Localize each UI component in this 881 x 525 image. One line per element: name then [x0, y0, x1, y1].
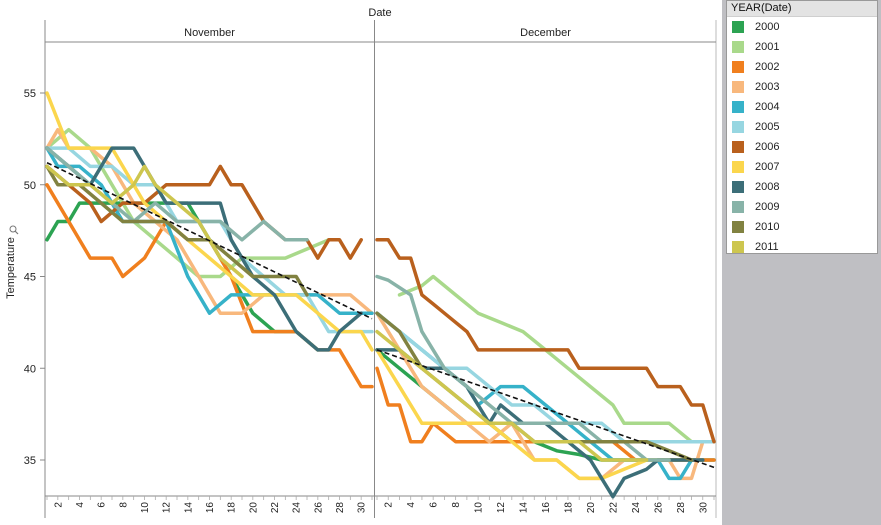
x-tick-label: 28 — [676, 502, 687, 514]
legend-item-2003[interactable]: 2003 — [727, 77, 877, 97]
legend-swatch — [732, 201, 744, 213]
legend-label: 2008 — [755, 181, 780, 193]
legend-item-2008[interactable]: 2008 — [727, 177, 877, 197]
legend-swatch — [732, 141, 744, 153]
legend-label: 2001 — [755, 41, 780, 53]
series-line-2010-november — [45, 164, 309, 297]
x-tick-label: 30 — [357, 502, 368, 514]
legend-item-2007[interactable]: 2007 — [727, 157, 877, 177]
x-tick-label: 18 — [563, 502, 574, 514]
x-tick-label: 18 — [227, 502, 238, 514]
x-tick-label: 2 — [384, 502, 395, 508]
legend-swatch — [732, 21, 744, 33]
x-tick-label: 16 — [205, 502, 216, 514]
legend-swatch — [732, 241, 744, 253]
legend-label: 2000 — [755, 21, 780, 33]
x-tick-label: 14 — [519, 502, 530, 514]
x-tick-label: 24 — [631, 502, 642, 514]
x-tick-label: 8 — [451, 502, 462, 508]
series-line-2008-november — [45, 146, 363, 352]
panel-header-november: November — [184, 27, 235, 39]
series-line-2005-december — [375, 311, 716, 444]
legend-swatch — [732, 161, 744, 173]
legend-item-2005[interactable]: 2005 — [727, 117, 877, 137]
x-tick-label: 26 — [313, 502, 324, 514]
x-tick-label: 24 — [292, 502, 303, 514]
legend-swatch — [732, 101, 744, 113]
legend-swatch — [732, 181, 744, 193]
legend-item-2006[interactable]: 2006 — [727, 137, 877, 157]
legend-swatch — [732, 41, 744, 53]
legend-swatch — [732, 121, 744, 133]
y-tick-label: 45 — [24, 272, 36, 284]
x-tick-label: 10 — [140, 502, 151, 514]
x-tick-label: 22 — [608, 502, 619, 514]
x-tick-label: 4 — [406, 502, 417, 508]
series-line-2006-december — [375, 238, 716, 444]
legend-label: 2009 — [755, 201, 780, 213]
x-tick-label: 20 — [586, 502, 597, 514]
x-tick-label: 28 — [335, 502, 346, 514]
legend-swatch — [732, 61, 744, 73]
legend-title: YEAR(Date) — [727, 1, 877, 17]
series-line-2007-december — [375, 348, 671, 481]
legend-label: 2011 — [755, 241, 779, 253]
series-line-2011-november — [45, 164, 244, 279]
y-tick-label: 40 — [24, 363, 36, 375]
series-line-2001-december — [397, 274, 716, 444]
tooltip-icon[interactable] — [9, 225, 19, 235]
x-tick-label: 4 — [75, 502, 86, 508]
panel-header-december: December — [520, 27, 571, 39]
legend-label: 2005 — [755, 121, 780, 133]
x-tick-label: 12 — [162, 502, 173, 514]
y-tick-label: 55 — [24, 88, 36, 100]
legend-label: 2010 — [755, 221, 780, 233]
legend-panel: YEAR(Date) 2000 2001 2002 2003 2004 2005 2006 2… — [722, 0, 881, 525]
x-tick-label: 6 — [97, 502, 108, 508]
legend: YEAR(Date) 2000 2001 2002 2003 2004 2005 2006 2… — [726, 0, 878, 254]
legend-item-2010[interactable]: 2010 — [727, 217, 877, 237]
x-tick-label: 30 — [698, 502, 709, 514]
x-tick-label: 22 — [270, 502, 281, 514]
trend-line-november — [46, 162, 373, 320]
y-axis-label: Temperature — [5, 237, 17, 299]
legend-label: 2007 — [755, 161, 780, 173]
series-line-2007-november — [45, 91, 374, 352]
x-tick-label: 2 — [53, 502, 64, 508]
legend-swatch — [732, 221, 744, 233]
chart-title: Date — [368, 7, 391, 19]
x-tick-label: 16 — [541, 502, 552, 514]
legend-label: 2002 — [755, 61, 780, 73]
legend-swatch — [732, 81, 744, 93]
series-line-2006-november — [45, 164, 363, 260]
legend-item-2009[interactable]: 2009 — [727, 197, 877, 217]
series-line-2011-december — [375, 329, 649, 462]
legend-item-2002[interactable]: 2002 — [727, 57, 877, 77]
legend-label: 2004 — [755, 101, 780, 113]
x-tick-label: 20 — [248, 502, 259, 514]
legend-label: 2003 — [755, 81, 780, 93]
x-tick-label: 14 — [183, 502, 194, 514]
x-tick-label: 26 — [653, 502, 664, 514]
series-line-2008-december — [375, 348, 705, 499]
legend-item-2000[interactable]: 2000 — [727, 17, 877, 37]
x-tick-label: 6 — [429, 502, 440, 508]
x-tick-label: 8 — [118, 502, 129, 508]
legend-item-2011[interactable]: 2011 — [727, 237, 877, 257]
trend-line-december — [376, 349, 715, 469]
y-tick-label: 50 — [24, 180, 36, 192]
series-line-2001-november — [45, 127, 331, 279]
y-tick-label: 35 — [24, 455, 36, 467]
legend-item-2004[interactable]: 2004 — [727, 97, 877, 117]
x-tick-label: 12 — [496, 502, 507, 514]
legend-label: 2006 — [755, 141, 780, 153]
x-tick-label: 10 — [474, 502, 485, 514]
legend-item-2001[interactable]: 2001 — [727, 37, 877, 57]
